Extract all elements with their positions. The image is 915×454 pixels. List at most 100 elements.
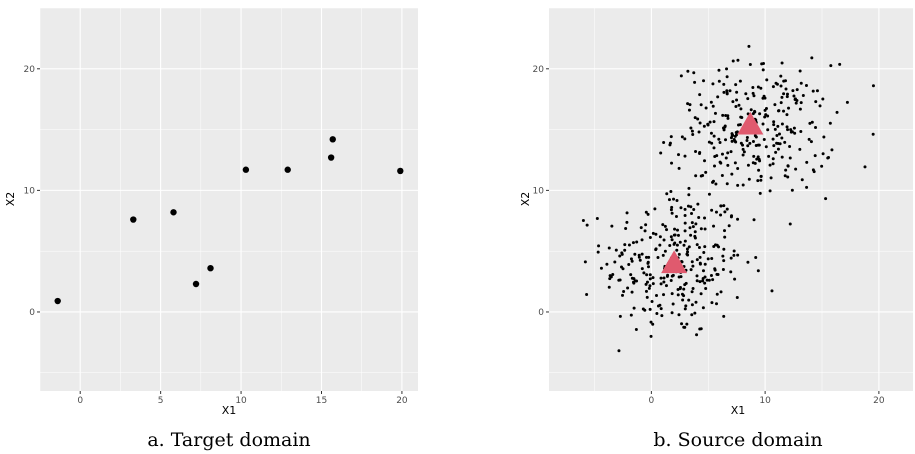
- data-point: [694, 222, 698, 226]
- data-point: [828, 121, 832, 125]
- data-point: [709, 100, 713, 104]
- data-point: [749, 108, 753, 112]
- data-point: [798, 107, 802, 111]
- data-point: [687, 186, 691, 190]
- data-point: [648, 307, 652, 311]
- data-point: [713, 111, 717, 115]
- data-point: [659, 151, 663, 155]
- data-point: [648, 236, 652, 240]
- data-point: [778, 142, 782, 146]
- data-point: [595, 216, 599, 220]
- b-y-tick-label: 0: [538, 308, 544, 318]
- data-point: [697, 130, 701, 134]
- data-point: [640, 252, 644, 256]
- data-point: [745, 136, 749, 140]
- data-point: [690, 129, 694, 133]
- data-point: [821, 97, 825, 101]
- data-point: [799, 129, 803, 133]
- data-point: [799, 101, 803, 105]
- data-point: [632, 306, 636, 310]
- data-point: [654, 232, 658, 236]
- x-axis-title-b: X1: [731, 404, 746, 417]
- data-point: [646, 212, 650, 216]
- data-point: [682, 325, 686, 329]
- data-point: [822, 135, 826, 139]
- data-point: [630, 290, 634, 294]
- data-point: [704, 106, 708, 110]
- data-point: [835, 110, 839, 114]
- data-point: [736, 253, 740, 257]
- data-point: [732, 249, 736, 253]
- data-point: [677, 252, 681, 256]
- data-point: [635, 279, 639, 283]
- data-point: [732, 137, 736, 141]
- data-point: [715, 302, 719, 306]
- plot-panel-a: [40, 8, 418, 391]
- data-point: [745, 139, 749, 143]
- data-point: [665, 228, 669, 232]
- data-point: [714, 210, 718, 214]
- data-point: [623, 248, 627, 252]
- data-point: [643, 308, 647, 312]
- data-point: [734, 104, 738, 108]
- data-point: [775, 141, 779, 145]
- data-point: [804, 83, 808, 87]
- b-x-tick-label: 10: [759, 396, 771, 406]
- data-point: [786, 175, 790, 179]
- data-point: [682, 287, 686, 291]
- data-point: [726, 151, 730, 155]
- data-point: [710, 301, 714, 305]
- data-point: [838, 62, 842, 66]
- data-point: [686, 204, 690, 208]
- plot-panel-b: [549, 8, 913, 391]
- a-x-tick-label: 20: [396, 396, 408, 406]
- data-point: [618, 314, 622, 318]
- data-point: [871, 132, 875, 136]
- data-point: [736, 166, 740, 170]
- data-point: [715, 154, 719, 158]
- data-point: [711, 180, 715, 184]
- target-domain-plot: 0 5 10 15 20 0 10 20 X1 X2: [4, 7, 418, 417]
- data-point: [703, 216, 707, 220]
- data-point: [633, 252, 637, 256]
- data-point: [669, 135, 673, 139]
- data-point: [620, 265, 624, 269]
- data-point: [644, 223, 648, 227]
- a-y-tick-label: 0: [29, 308, 35, 318]
- data-point: [790, 188, 794, 192]
- data-point: [712, 146, 716, 150]
- data-point: [771, 157, 775, 161]
- data-point: [693, 311, 697, 315]
- data-point: [728, 89, 732, 93]
- data-point: [687, 193, 691, 197]
- data-point: [752, 154, 756, 158]
- data-point: [830, 148, 834, 152]
- data-point: [725, 67, 729, 71]
- data-point: [673, 227, 677, 231]
- data-point: [718, 140, 722, 144]
- data-point: [646, 261, 650, 265]
- data-point: [662, 293, 666, 297]
- data-point: [701, 279, 705, 283]
- data-point: [653, 207, 657, 211]
- data-point: [625, 211, 629, 215]
- data-point: [829, 64, 833, 68]
- data-point: [748, 141, 752, 145]
- data-point: [801, 93, 805, 97]
- data-point: [719, 161, 723, 165]
- data-point: [687, 298, 691, 302]
- data-point: [810, 120, 814, 124]
- data-point: [756, 85, 760, 89]
- data-point: [689, 233, 693, 237]
- data-point: [776, 147, 780, 151]
- data-point: [675, 199, 679, 203]
- data-point: [786, 128, 790, 132]
- data-point: [667, 198, 671, 202]
- data-point: [670, 205, 674, 209]
- data-point: [739, 141, 743, 145]
- data-point: [725, 182, 729, 186]
- data-point: [695, 279, 699, 283]
- data-point: [737, 103, 741, 107]
- data-point: [717, 68, 721, 72]
- data-point: [680, 322, 684, 326]
